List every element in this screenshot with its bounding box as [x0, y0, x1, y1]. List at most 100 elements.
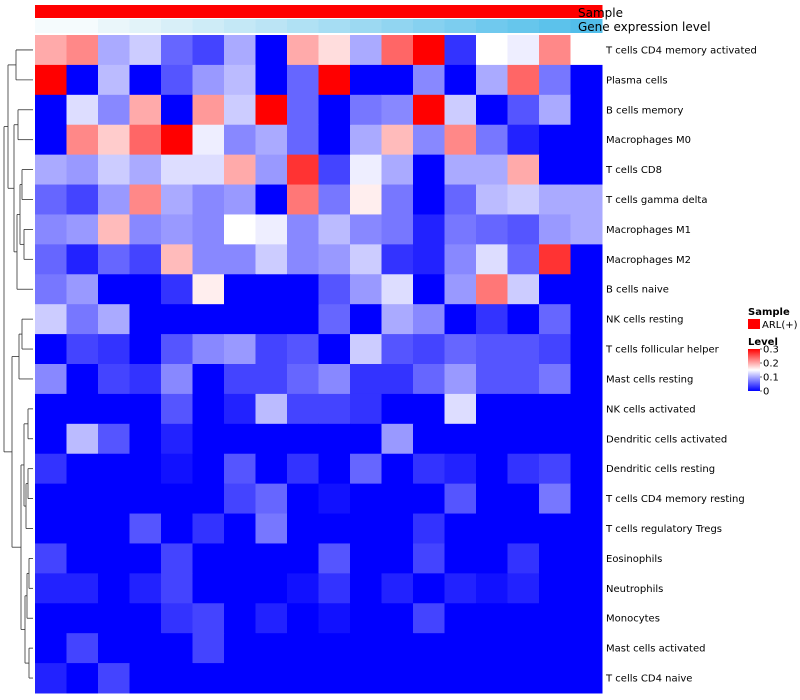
heatmap-cell — [350, 64, 382, 96]
row-label: NK cells resting — [606, 315, 683, 326]
heatmap-cell — [35, 364, 67, 395]
heatmap-cell — [570, 364, 603, 395]
heatmap-cell — [570, 64, 603, 96]
heatmap-cell — [66, 64, 99, 96]
heatmap-cell — [570, 244, 603, 275]
heatmap-cell — [476, 244, 508, 275]
heatmap-cell — [570, 423, 603, 455]
expression-annotation-cell — [98, 19, 130, 33]
heatmap-cell — [381, 513, 414, 544]
heatmap-cell — [539, 364, 571, 395]
heatmap-cell — [224, 663, 256, 694]
heatmap-cell — [350, 154, 382, 186]
heatmap-cell — [476, 94, 508, 126]
legend-sample-title: Sample — [748, 307, 790, 318]
heatmap-cell — [98, 274, 130, 305]
heatmap-cell — [98, 64, 130, 96]
heatmap-cell — [350, 124, 382, 156]
expression-annotation-cell — [255, 19, 288, 33]
heatmap-cell — [539, 573, 571, 604]
heatmap-cell — [381, 423, 414, 455]
heatmap-cell — [98, 423, 130, 455]
heatmap-cell — [98, 184, 130, 215]
heatmap-cell — [98, 393, 130, 425]
heatmap-cell — [444, 124, 477, 156]
heatmap-cell — [476, 364, 508, 395]
heatmap-cell — [161, 334, 193, 365]
heatmap-cell — [192, 543, 225, 574]
heatmap-cells — [35, 35, 603, 694]
heatmap-cell — [35, 64, 67, 96]
expression-annotation-cell — [66, 19, 99, 33]
expression-annotation-cell — [161, 19, 193, 33]
heatmap-cell — [476, 393, 508, 425]
heatmap-cell — [318, 64, 351, 96]
heatmap-cell — [476, 334, 508, 365]
heatmap-cell — [413, 364, 445, 395]
heatmap-cell — [318, 663, 351, 694]
heatmap-cell — [350, 244, 382, 275]
heatmap-cell — [381, 274, 414, 305]
heatmap-cell — [35, 334, 67, 365]
heatmap-cell — [507, 304, 540, 335]
heatmap-cell — [318, 543, 351, 574]
heatmap-cell — [98, 214, 130, 245]
heatmap-cell — [129, 334, 162, 365]
heatmap-cell — [539, 603, 571, 634]
heatmap-cell — [570, 184, 603, 215]
heatmap-cell — [66, 573, 99, 604]
heatmap-cell — [507, 663, 540, 694]
heatmap-cell — [507, 124, 540, 156]
expression-annotation-cell — [287, 19, 319, 33]
heatmap-cell — [413, 633, 445, 664]
heatmap-cell — [350, 663, 382, 694]
heatmap-cell — [224, 393, 256, 425]
heatmap-cell — [350, 214, 382, 245]
heatmap-cell — [413, 663, 445, 694]
heatmap-cell — [413, 244, 445, 275]
heatmap-cell — [413, 453, 445, 485]
heatmap-cell — [444, 364, 477, 395]
heatmap-cell — [476, 663, 508, 694]
sample-annotation-cell — [476, 5, 508, 18]
heatmap-cell — [413, 94, 445, 126]
heatmap-cell — [570, 304, 603, 335]
heatmap-cell — [35, 94, 67, 126]
heatmap-cell — [570, 94, 603, 126]
heatmap-cell — [98, 513, 130, 544]
heatmap-cell — [98, 453, 130, 485]
heatmap-cell — [224, 573, 256, 604]
heatmap-cell — [539, 334, 571, 365]
heatmap-cell — [129, 64, 162, 96]
heatmap-cell — [129, 124, 162, 156]
heatmap-cell — [192, 214, 225, 245]
heatmap-cell — [476, 214, 508, 245]
row-dendrogram — [3, 49, 33, 679]
heatmap-cell — [570, 513, 603, 544]
row-label: T cells regulatory Tregs — [605, 524, 722, 535]
heatmap-cell — [570, 124, 603, 156]
heatmap-cell — [129, 423, 162, 455]
heatmap-cell — [35, 603, 67, 634]
heatmap-cell — [539, 274, 571, 305]
heatmap-cell — [444, 483, 477, 515]
heatmap-cell — [98, 483, 130, 515]
heatmap-cell — [35, 184, 67, 215]
row-label: T cells CD4 memory activated — [605, 45, 757, 56]
heatmap-cell — [161, 94, 193, 126]
heatmap-cell — [66, 453, 99, 485]
heatmap-cell — [539, 154, 571, 186]
row-label: Macrophages M1 — [606, 225, 691, 236]
heatmap-cell — [161, 633, 193, 664]
heatmap-cell — [255, 94, 288, 126]
sample-annotation-cell — [98, 5, 130, 18]
heatmap-cell — [507, 214, 540, 245]
heatmap-cell — [444, 35, 477, 66]
heatmap-cell — [35, 274, 67, 305]
heatmap-cell — [287, 35, 319, 66]
heatmap-cell — [129, 603, 162, 634]
heatmap-cell — [350, 304, 382, 335]
heatmap-cell — [98, 603, 130, 634]
expression-annotation-label: Gene expression level — [578, 20, 711, 34]
heatmap-cell — [413, 573, 445, 604]
